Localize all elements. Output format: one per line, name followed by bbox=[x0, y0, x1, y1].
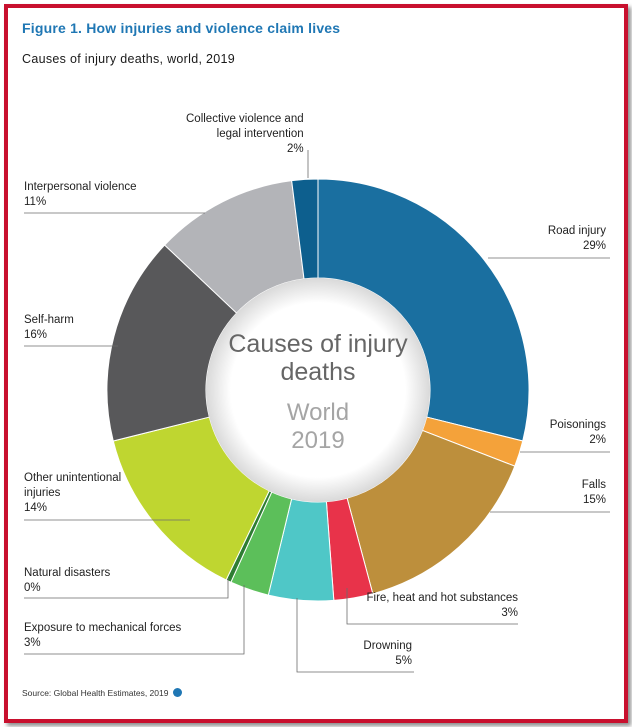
label-falls: Falls 15% bbox=[582, 478, 606, 508]
label-poison-name: Poisonings bbox=[549, 419, 606, 431]
label-fire-pct: 3% bbox=[501, 607, 518, 619]
center-year: 2019 bbox=[291, 427, 344, 454]
label-interpersonal-pct: 11% bbox=[24, 196, 47, 208]
figure-title: Figure 1. How injuries and violence clai… bbox=[22, 20, 341, 36]
figure-subtitle: Causes of injury deaths, world, 2019 bbox=[22, 52, 235, 66]
label-drowning: Drowning 5% bbox=[363, 639, 412, 669]
label-road: Road injury 29% bbox=[548, 224, 606, 254]
label-mechanical: Exposure to mechanical forces 3% bbox=[24, 621, 181, 651]
donut-hole bbox=[206, 278, 430, 502]
label-natural: Natural disasters 0% bbox=[24, 566, 110, 596]
label-falls-pct: 15% bbox=[582, 494, 606, 506]
label-drowning-pct: 5% bbox=[395, 655, 412, 667]
label-road-name: Road injury bbox=[547, 225, 606, 237]
globe-icon bbox=[172, 688, 182, 697]
center-title-line1: Causes of injury bbox=[228, 330, 408, 358]
center-region: World bbox=[287, 399, 349, 426]
label-other-line2: injuries bbox=[24, 487, 61, 499]
label-interpersonal-name: Interpersonal violence bbox=[24, 181, 137, 193]
label-poison-pct: 2% bbox=[589, 434, 606, 446]
source-text: Source: Global Health Estimates, 2019 bbox=[22, 688, 169, 698]
label-other-pct: 14% bbox=[24, 502, 48, 514]
label-other: Other unintentional injuries 14% bbox=[24, 471, 121, 516]
label-mechanical-name: Exposure to mechanical forces bbox=[24, 622, 182, 634]
label-road-pct: 29% bbox=[582, 240, 606, 252]
label-poison: Poisonings 2% bbox=[550, 418, 606, 448]
leader-natural bbox=[24, 578, 229, 599]
leader-fire bbox=[346, 588, 518, 625]
donut-slices bbox=[106, 178, 530, 602]
leader-drowning bbox=[296, 598, 414, 673]
label-selfharm-name: Self-harm bbox=[24, 314, 74, 326]
leader-lines bbox=[24, 150, 610, 673]
label-collective-line1: Collective violence and bbox=[186, 113, 304, 125]
label-drowning-name: Drowning bbox=[363, 640, 412, 652]
label-natural-name: Natural disasters bbox=[24, 567, 111, 579]
label-collective-line2: legal intervention bbox=[216, 128, 304, 140]
label-natural-pct: 0% bbox=[24, 582, 41, 594]
label-falls-name: Falls bbox=[581, 479, 606, 491]
center-title-line2: deaths bbox=[280, 358, 355, 386]
label-other-line1: Other unintentional bbox=[24, 472, 122, 484]
label-collective-pct: 2% bbox=[287, 143, 304, 155]
label-interpersonal: Interpersonal violence 11% bbox=[24, 180, 137, 210]
label-collective: Collective violence and legal interventi… bbox=[186, 112, 304, 157]
label-fire-name: Fire, heat and hot substances bbox=[366, 592, 518, 604]
label-selfharm-pct: 16% bbox=[24, 329, 48, 341]
label-mechanical-pct: 3% bbox=[24, 637, 41, 649]
source-note: Source: Global Health Estimates, 2019 bbox=[22, 688, 182, 698]
label-selfharm: Self-harm 16% bbox=[24, 313, 74, 343]
label-fire: Fire, heat and hot substances 3% bbox=[366, 591, 518, 621]
leader-mechanical bbox=[24, 585, 245, 655]
